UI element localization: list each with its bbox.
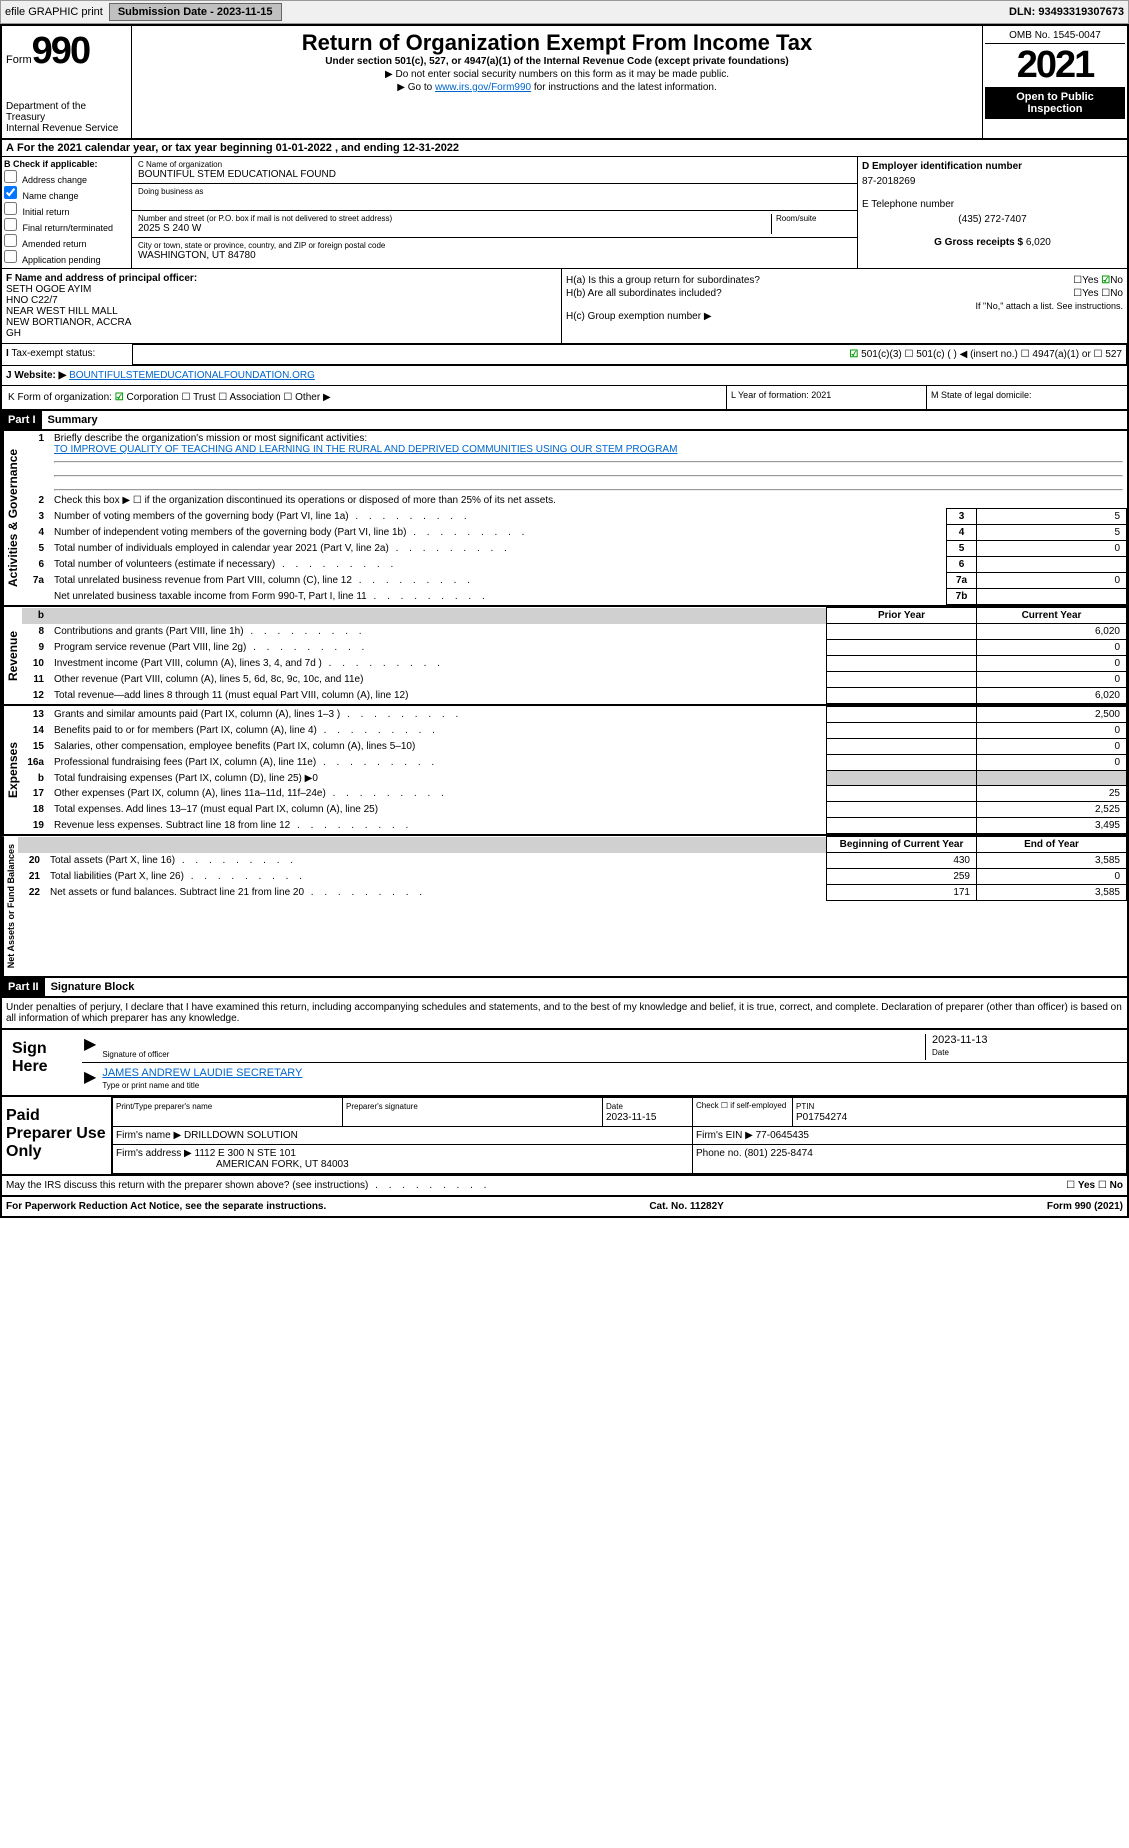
principal-officer: F Name and address of principal officer:… [2, 269, 562, 343]
top-bar: efile GRAPHIC print Submission Date - 20… [0, 0, 1129, 24]
section-expenses: Expenses 13Grants and similar amounts pa… [2, 706, 1127, 836]
c16a: 0 [977, 755, 1127, 771]
cat-no: Cat. No. 11282Y [649, 1201, 723, 1212]
b21: 259 [827, 869, 977, 885]
org-street: 2025 S 240 W [138, 223, 771, 234]
tax-year: 2021 [985, 44, 1125, 87]
line-a: A For the 2021 calendar year, or tax yea… [2, 140, 1127, 157]
vlabel-governance: Activities & Governance [2, 431, 22, 605]
state-domicile: M State of legal domicile: [927, 386, 1127, 409]
c11: 0 [977, 672, 1127, 688]
row-f-h: F Name and address of principal officer:… [2, 269, 1127, 344]
year-formation: L Year of formation: 2021 [727, 386, 927, 409]
form-label: Form [6, 54, 32, 66]
dln: DLN: 93493319307673 [1009, 6, 1124, 18]
discuss-row: May the IRS discuss this return with the… [2, 1176, 1127, 1197]
val-5: 0 [977, 541, 1127, 557]
vlabel-expenses: Expenses [2, 706, 22, 834]
col-b-checkboxes: B Check if applicable: Address change Na… [2, 157, 132, 268]
mission-link[interactable]: TO IMPROVE QUALITY OF TEACHING AND LEARN… [54, 444, 677, 455]
pra-notice: For Paperwork Reduction Act Notice, see … [6, 1201, 326, 1212]
val-4: 5 [977, 525, 1127, 541]
paid-preparer-block: Paid Preparer Use Only Print/Type prepar… [2, 1097, 1127, 1176]
row-k-l-m: K Form of organization: ☑ Corporation ☐ … [2, 386, 1127, 411]
section-revenue: Revenue bPrior YearCurrent Year 8Contrib… [2, 607, 1127, 706]
e20: 3,585 [977, 853, 1127, 869]
form-ref: Form 990 (2021) [1047, 1201, 1123, 1212]
vlabel-net: Net Assets or Fund Balances [2, 836, 18, 976]
vlabel-revenue: Revenue [2, 607, 22, 704]
irs: Internal Revenue Service [6, 123, 127, 134]
form-number: 990 [32, 30, 89, 72]
c10: 0 [977, 656, 1127, 672]
val-6 [977, 557, 1127, 573]
c19: 3,495 [977, 818, 1127, 834]
part1-header: Part I Summary [2, 411, 1127, 431]
e22: 3,585 [977, 885, 1127, 901]
section-governance: Activities & Governance 1Briefly describ… [2, 431, 1127, 607]
c15: 0 [977, 739, 1127, 755]
org-city: WASHINGTON, UT 84780 [138, 250, 851, 261]
form-header: Form990 Department of the Treasury Inter… [2, 26, 1127, 140]
c8: 6,020 [977, 624, 1127, 640]
note1: ▶ Do not enter social security numbers o… [136, 69, 978, 80]
firm-phone: (801) 225-8474 [744, 1148, 812, 1159]
footer: For Paperwork Reduction Act Notice, see … [2, 1197, 1127, 1216]
col-c: C Name of organizationBOUNTIFUL STEM EDU… [132, 157, 857, 268]
sign-here-block: Sign Here ▶Signature of officer2023-11-1… [2, 1030, 1127, 1097]
note2: ▶ Go to www.irs.gov/Form990 for instruct… [136, 82, 978, 93]
row-b-to-g: B Check if applicable: Address change Na… [2, 157, 1127, 269]
row-i: I Tax-exempt status: ☑ 501(c)(3) ☐ 501(c… [2, 344, 1127, 366]
c13: 2,500 [977, 707, 1127, 723]
open-inspection: Open to Public Inspection [985, 87, 1125, 119]
chk-address[interactable]: Address change [4, 170, 129, 185]
ein: 87-2018269 [862, 176, 1123, 187]
firm-addr2: AMERICAN FORK, UT 84003 [116, 1159, 349, 1170]
b22: 171 [827, 885, 977, 901]
c17: 25 [977, 786, 1127, 802]
part2-header: Part II Signature Block [2, 978, 1127, 998]
officer-name-link[interactable]: JAMES ANDREW LAUDIE SECRETARY [102, 1067, 302, 1079]
submission-button[interactable]: Submission Date - 2023-11-15 [109, 3, 282, 21]
row-j: J Website: ▶ BOUNTIFULSTEMEDUCATIONALFOU… [2, 366, 1127, 386]
form-subtitle: Under section 501(c), 527, or 4947(a)(1)… [136, 56, 978, 67]
b20: 430 [827, 853, 977, 869]
sig-date: 2023-11-13 [932, 1034, 987, 1046]
c9: 0 [977, 640, 1127, 656]
chk-name[interactable]: Name change [4, 186, 129, 201]
col-h: H(a) Is this a group return for subordin… [562, 269, 1127, 343]
col-d-to-g: D Employer identification number 87-2018… [857, 157, 1127, 268]
prep-date: 2023-11-15 [606, 1112, 656, 1123]
section-net-assets: Net Assets or Fund Balances Beginning of… [2, 836, 1127, 978]
val-7b [977, 589, 1127, 605]
val-3: 5 [977, 509, 1127, 525]
website-link[interactable]: BOUNTIFULSTEMEDUCATIONALFOUNDATION.ORG [69, 370, 315, 381]
efile-label: efile GRAPHIC print [5, 6, 103, 18]
dept: Department of the Treasury [6, 101, 127, 123]
telephone: (435) 272-7407 [862, 214, 1123, 225]
ptin: P01754274 [796, 1112, 847, 1123]
c14: 0 [977, 723, 1127, 739]
form-title: Return of Organization Exempt From Incom… [136, 30, 978, 56]
org-name: BOUNTIFUL STEM EDUCATIONAL FOUND [138, 169, 851, 180]
form-body: Form990 Department of the Treasury Inter… [0, 24, 1129, 1218]
irs-link[interactable]: www.irs.gov/Form990 [435, 82, 531, 93]
omb: OMB No. 1545-0047 [985, 28, 1125, 44]
gross-receipts: 6,020 [1026, 237, 1051, 248]
c18: 2,525 [977, 802, 1127, 818]
chk-final[interactable]: Final return/terminated [4, 218, 129, 233]
firm-name: DRILLDOWN SOLUTION [184, 1130, 298, 1141]
val-7a: 0 [977, 573, 1127, 589]
chk-amended[interactable]: Amended return [4, 234, 129, 249]
c12: 6,020 [977, 688, 1127, 704]
chk-application[interactable]: Application pending [4, 250, 129, 265]
declaration: Under penalties of perjury, I declare th… [2, 998, 1127, 1030]
paid-preparer-label: Paid Preparer Use Only [2, 1097, 112, 1174]
sign-here-label: Sign Here [2, 1030, 82, 1095]
e21: 0 [977, 869, 1127, 885]
firm-addr1: 1112 E 300 N STE 101 [195, 1148, 296, 1159]
firm-ein: 77-0645435 [756, 1130, 809, 1141]
chk-initial[interactable]: Initial return [4, 202, 129, 217]
